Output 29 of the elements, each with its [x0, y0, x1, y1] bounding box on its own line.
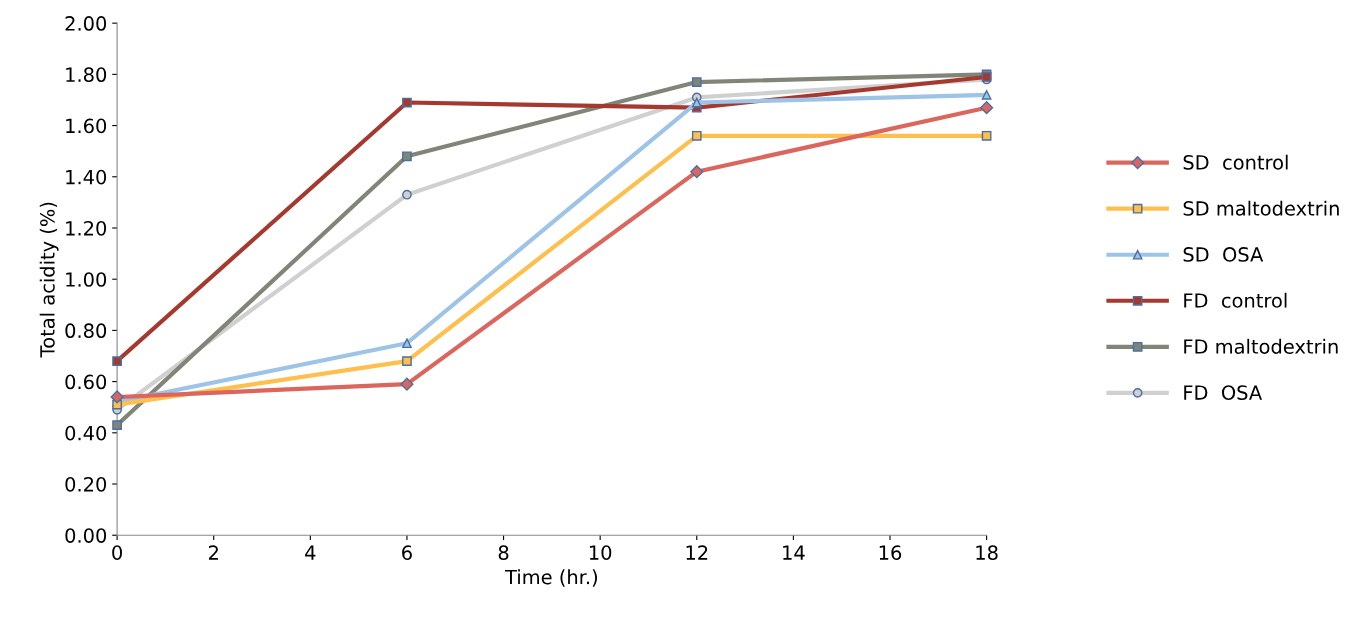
x-tick-label: 18	[976, 545, 998, 560]
legend-label: SD control	[1183, 154, 1288, 170]
legend-label: FD control	[1184, 292, 1287, 308]
y-tick-label: 1.40	[66, 169, 107, 185]
x-axis-title: Time (hr.)	[504, 569, 598, 587]
y-tick-label: 0.00	[65, 528, 107, 543]
x-tick-label: 4	[305, 545, 316, 560]
y-tick-label: 1.60	[66, 118, 107, 134]
y-tick-label: 0.40	[65, 425, 107, 441]
y-tick-label: 0.20	[65, 476, 107, 492]
legend-label: SD OSA	[1183, 247, 1264, 262]
legend-label: SD maltodextrin	[1183, 200, 1339, 216]
y-tick-label: 2.00	[65, 16, 107, 31]
legend-label: FD OSA	[1184, 385, 1263, 400]
x-tick-label: 14	[783, 545, 805, 560]
y-tick-label: 0.80	[65, 323, 107, 339]
x-tick-label: 16	[879, 545, 902, 560]
x-tick-label: 12	[686, 545, 708, 560]
y-tick-label: 1.00	[66, 272, 107, 287]
x-tick-label: 8	[498, 545, 509, 560]
x-tick-label: 6	[402, 545, 412, 560]
x-tick-label: 0	[112, 545, 122, 560]
legend-label: FD maltodextrin	[1184, 338, 1338, 354]
y-tick-label: 0.60	[65, 374, 107, 390]
x-tick-label: 10	[589, 545, 612, 560]
x-tick-label: 2	[208, 545, 218, 560]
y-tick-label: 1.80	[66, 67, 107, 83]
y-axis-title: Total acidity (%)	[39, 202, 59, 358]
y-tick-label: 1.20	[66, 220, 107, 236]
